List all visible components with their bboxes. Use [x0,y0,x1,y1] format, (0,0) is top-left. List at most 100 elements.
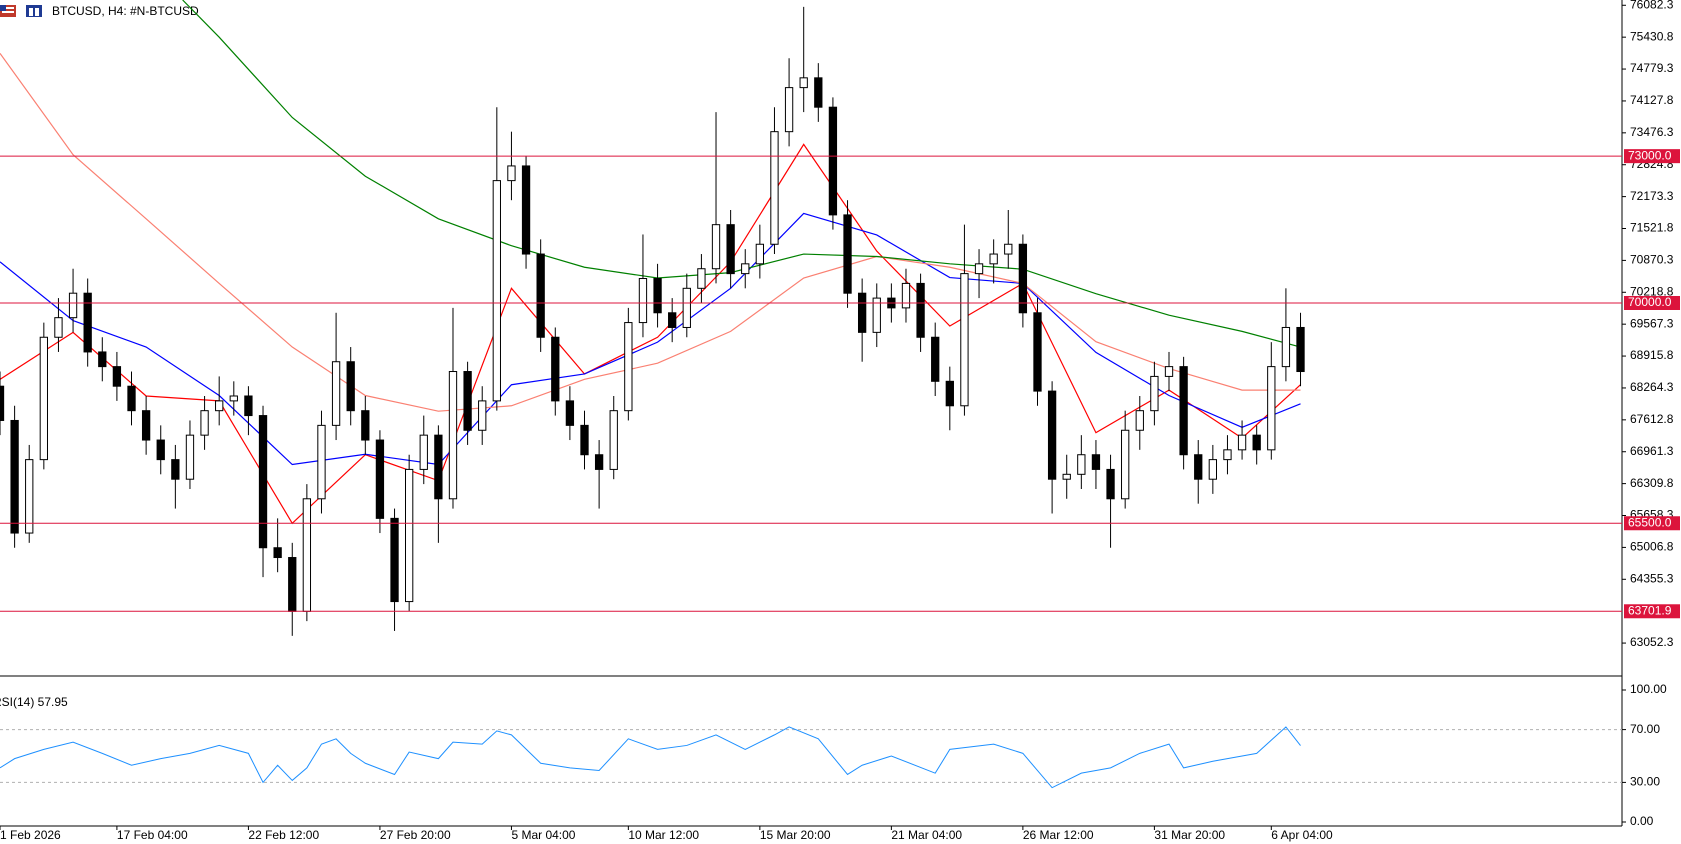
level-label: 65500.0 [1628,515,1672,529]
candle-body [1164,366,1174,377]
candle-body [784,87,794,133]
y-tick-label: 70.00 [1630,722,1660,736]
x-tick-label: 27 Feb 20:00 [380,828,451,842]
candle-body [54,317,63,338]
candle-body [638,278,648,324]
icon [26,5,42,17]
candle-body [945,380,954,407]
candle-body [244,395,253,417]
candle-body [697,268,706,289]
y-tick-label: 76082.3 [1630,0,1674,11]
candle-body [594,454,604,470]
candle-body [141,410,151,441]
candle-body [185,434,195,480]
candle-body [755,243,765,265]
candle-body [609,410,618,470]
symbol-icons [0,5,42,17]
candle-body [668,312,677,328]
moving-average [0,53,1301,412]
candle-body [507,165,516,182]
candle-body [361,410,370,441]
candle-body [331,361,341,426]
icon [2,11,14,13]
candle-body [1121,429,1130,500]
candle-body [112,366,122,387]
icon [0,5,6,11]
candle-body [1296,326,1305,373]
candle-body [273,547,282,559]
candle-body [1135,410,1144,431]
y-tick-label: 72173.3 [1630,189,1674,203]
y-tick-label: 64355.3 [1630,571,1674,585]
y-tick-label: 74127.8 [1630,93,1674,107]
level-label: 70000.0 [1628,295,1672,309]
candle-body [857,292,867,333]
y-tick-label: 68915.8 [1630,348,1674,362]
candle-body [1208,459,1218,480]
candle-body [1237,434,1247,451]
candle-body [258,415,268,549]
candle-body [799,77,808,89]
candle-body [419,434,428,470]
y-tick-label: 73476.3 [1630,125,1674,139]
candle-body [931,336,940,382]
y-tick-label: 30.00 [1630,775,1660,789]
indicator-title: RSI(14) 57.95 [0,695,68,709]
candle-body [960,273,969,407]
candle-body [1252,434,1261,451]
candle-body [741,263,750,275]
y-tick-label: 66961.3 [1630,444,1674,458]
y-tick-label: 67612.8 [1630,412,1674,426]
candle-body [229,395,238,402]
x-tick-label: 22 Feb 12:00 [248,828,319,842]
candle-body [872,297,881,333]
candle-body [200,410,209,436]
x-tick-label: 26 Mar 12:00 [1023,828,1094,842]
candle-body [10,419,19,534]
candle-body [901,282,911,309]
candle-body [1106,468,1115,500]
y-tick-label: 100.00 [1630,682,1667,696]
y-tick-label: 68264.3 [1630,380,1674,394]
candle-body [1150,375,1159,412]
candle-body [478,400,487,431]
candle-body [916,282,925,338]
y-tick-label: 66309.8 [1630,476,1674,490]
x-tick-label: 15 Mar 20:00 [760,828,831,842]
candle-body [98,351,107,368]
candle-body [828,106,838,216]
level-label-box [1624,604,1680,619]
candle-body [39,336,48,461]
icon [35,8,39,16]
candle-body [288,557,297,612]
candle-body [565,400,575,426]
candle-body [1091,454,1101,470]
level-label: 63701.9 [1628,603,1672,617]
candle-body [653,278,662,314]
candle-body [1047,390,1057,480]
candle-body [1033,312,1042,392]
level-label: 73000.0 [1628,148,1672,162]
candle-body [770,131,779,245]
candle-body [536,253,545,338]
x-tick-label: 21 Mar 04:00 [891,828,962,842]
level-label-box [1624,295,1680,310]
candle-body [1194,454,1203,480]
chart-title: BTCUSD, H4: #N-BTCUSD [52,4,199,18]
candle-body [1267,366,1276,451]
rsi-line [0,726,1301,789]
candle-body [492,180,501,402]
candle-body [68,292,78,319]
candle-body [1281,326,1291,368]
y-tick-label: 70870.3 [1630,253,1674,267]
y-tick-label: 75430.8 [1630,29,1674,43]
x-tick-label: 17 Feb 04:00 [117,828,188,842]
candle-body [0,385,5,421]
candle-body [814,77,823,108]
candle-body [375,439,385,519]
y-tick-label: 69567.3 [1630,316,1674,330]
candle-body [25,459,34,534]
